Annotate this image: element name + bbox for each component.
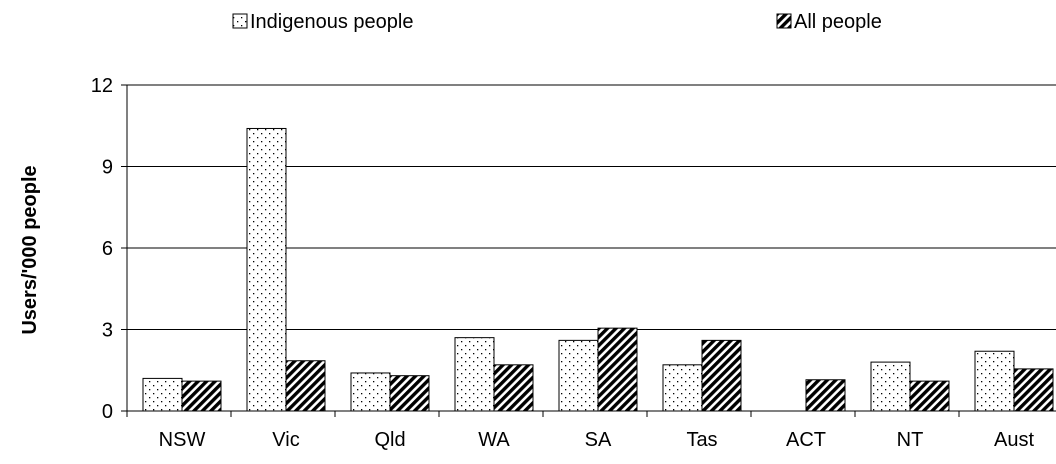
x-tick-label-nt: NT (897, 429, 924, 451)
x-tick-label-qld: Qld (374, 429, 405, 451)
bar-indigenous-wa (454, 337, 495, 412)
legend-item-indigenous: Indigenous people (232, 11, 413, 33)
y-tick-labels: 0 3 6 9 12 (91, 75, 113, 423)
axes (126, 85, 1056, 417)
legend-label-all-people: All people (794, 11, 882, 33)
legend-label-indigenous: Indigenous people (250, 11, 413, 33)
y-tick-label: 9 (102, 157, 113, 179)
x-tick-label-act: ACT (786, 429, 826, 451)
bar-all-people-qld (389, 375, 430, 412)
bar-indigenous-aust (974, 350, 1015, 412)
x-tick-labels: NSW Vic Qld WA SA Tas ACT NT Aust (159, 429, 1035, 451)
bar-all-people-aust (1013, 368, 1054, 412)
bar-indigenous-qld (350, 372, 391, 412)
bar-all-people-wa (493, 364, 534, 412)
bar-indigenous-nsw (142, 377, 183, 412)
y-tick-label: 0 (102, 401, 113, 423)
bar-indigenous-vic (246, 127, 287, 412)
x-tick-label-aust: Aust (994, 429, 1034, 451)
y-tick-label: 3 (102, 320, 113, 342)
bar-all-people-act (805, 379, 846, 412)
legend: Indigenous people All people (232, 11, 882, 33)
x-tick-label-sa: SA (585, 429, 612, 451)
bar-indigenous-tas (662, 364, 703, 412)
bars (142, 127, 1054, 412)
legend-swatch-all-people (776, 13, 792, 29)
legend-item-all-people: All people (776, 11, 882, 33)
x-tick-label-wa: WA (478, 429, 510, 451)
x-tick-label-vic: Vic (272, 429, 299, 451)
legend-swatch-indigenous (232, 13, 248, 29)
bar-indigenous-nt (870, 361, 911, 412)
bar-all-people-sa (597, 327, 638, 412)
x-tick-label-nsw: NSW (159, 429, 206, 451)
y-axis-title: Users/'000 people (19, 165, 41, 334)
x-tick-label-tas: Tas (686, 429, 717, 451)
bar-indigenous-sa (558, 339, 599, 412)
bar-all-people-tas (701, 339, 742, 412)
bar-all-people-nt (909, 380, 950, 412)
bar-all-people-vic (285, 360, 326, 412)
y-tick-label: 12 (91, 75, 113, 97)
y-tick-label: 6 (102, 238, 113, 260)
bar-all-people-nsw (181, 380, 222, 412)
